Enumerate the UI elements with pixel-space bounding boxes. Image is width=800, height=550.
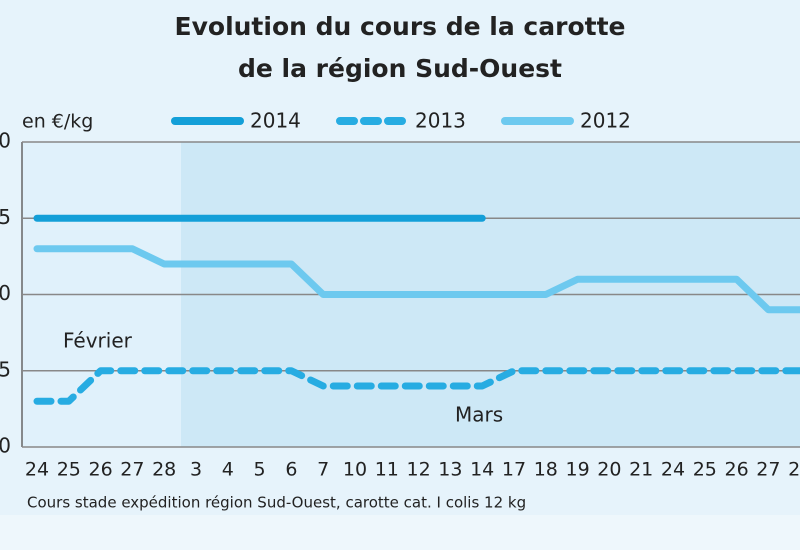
x-tick-label: 12 [407,459,431,481]
x-tick-label: 17 [502,459,526,481]
x-tick-label: 26 [89,459,113,481]
x-tick-label: 24 [661,459,685,481]
x-tick-label: 24 [25,459,49,481]
x-tick-label: 27 [120,459,144,481]
x-tick-label: 11 [375,459,399,481]
y-tick-label: 0,60 [0,129,11,153]
x-tick-label: 21 [629,459,653,481]
y-tick-label: 0,50 [0,281,11,305]
chart-subtitle: de la région Sud-Ouest [238,54,562,83]
y-axis-label: en €/kg [22,111,93,133]
legend-label: 2014 [250,109,301,133]
x-tick-label: 19 [566,459,590,481]
line-series [33,367,800,405]
y-tick-label: 0,40 [0,434,11,458]
line-series [33,245,800,314]
legend-label: 2013 [415,109,466,133]
x-tick-label: 4 [222,459,234,481]
x-tick-label: 5 [254,459,266,481]
footnote: Cours stade expédition région Sud-Ouest,… [27,494,526,512]
x-tick-label: 3 [190,459,202,481]
x-tick-label: 18 [534,459,558,481]
y-tick-label: 0,45 [0,357,11,381]
x-tick-label: 28 [788,459,800,481]
x-tick-label: 28 [152,459,176,481]
x-tick-label: 25 [693,459,717,481]
x-tick-label: 6 [285,459,297,481]
x-tick-label: 10 [343,459,367,481]
x-tick-label: 14 [470,459,494,481]
annotation: Mars [455,403,503,427]
x-tick-label: 27 [756,459,780,481]
chart-title: Evolution du cours de la carotte [175,12,626,41]
x-tick-label: 13 [438,459,462,481]
x-tick-label: 7 [317,459,329,481]
x-tick-label: 26 [725,459,749,481]
x-tick-label: 25 [57,459,81,481]
bottom-strip [0,515,800,550]
x-tick-label: 20 [597,459,621,481]
legend-label: 2012 [580,109,631,133]
annotation: Février [63,329,133,353]
y-tick-label: 0,55 [0,205,11,229]
